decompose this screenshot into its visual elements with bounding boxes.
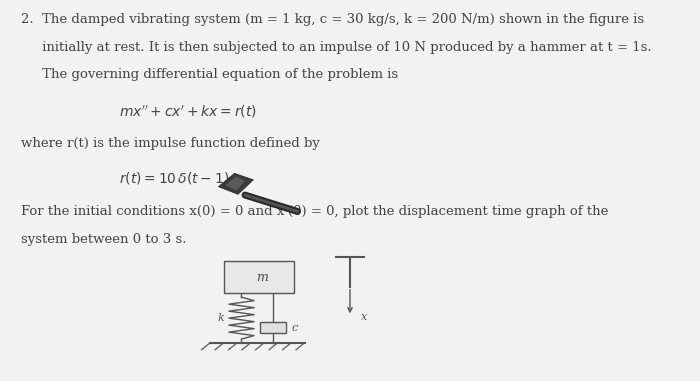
Bar	[224, 261, 294, 293]
Bar	[260, 322, 286, 333]
Text: 2.  The damped vibrating system (m = 1 kg, c = 30 kg/s, k = 200 N/m) shown in th: 2. The damped vibrating system (m = 1 kg…	[21, 13, 644, 26]
Text: m: m	[257, 271, 268, 284]
Text: x: x	[360, 312, 367, 322]
Text: $r(t) = 10\,\delta(t - 1)$: $r(t) = 10\,\delta(t - 1)$	[119, 170, 230, 186]
Text: system between 0 to 3 s.: system between 0 to 3 s.	[21, 233, 186, 246]
Text: k: k	[217, 313, 224, 323]
Polygon shape	[225, 176, 245, 190]
Text: The governing differential equation of the problem is: The governing differential equation of t…	[21, 68, 398, 81]
Text: $mx'' + cx' + kx = r(t)$: $mx'' + cx' + kx = r(t)$	[119, 104, 257, 120]
Polygon shape	[218, 173, 253, 194]
Text: c: c	[291, 323, 298, 333]
Text: where r(t) is the impulse function defined by: where r(t) is the impulse function defin…	[21, 137, 320, 150]
Text: initially at rest. It is then subjected to an impulse of 10 N produced by a hamm: initially at rest. It is then subjected …	[21, 41, 652, 54]
Text: For the initial conditions x(0) = 0 and x'(0) = 0, plot the displacement time gr: For the initial conditions x(0) = 0 and …	[21, 205, 608, 218]
